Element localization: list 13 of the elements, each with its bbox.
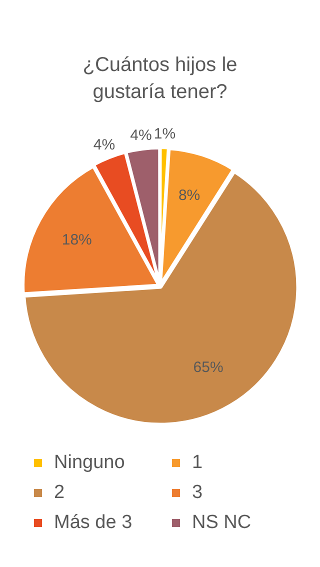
data-label: 1% bbox=[154, 126, 176, 143]
data-label: 8% bbox=[178, 186, 200, 204]
data-label: 65% bbox=[193, 358, 224, 376]
legend-label: Ninguno bbox=[54, 452, 125, 474]
data-label: 4% bbox=[93, 136, 116, 154]
legend-label: 1 bbox=[192, 452, 203, 474]
legend-label: 3 bbox=[192, 482, 203, 504]
data-label: 18% bbox=[62, 231, 92, 248]
data-label: 4% bbox=[130, 126, 152, 144]
legend-label: NS NC bbox=[192, 512, 252, 534]
legend-label: Más de 3 bbox=[54, 512, 132, 534]
legend-label: 2 bbox=[54, 482, 65, 504]
chart-title: ¿Cuántos hijos le gustaría tener? bbox=[82, 53, 238, 105]
